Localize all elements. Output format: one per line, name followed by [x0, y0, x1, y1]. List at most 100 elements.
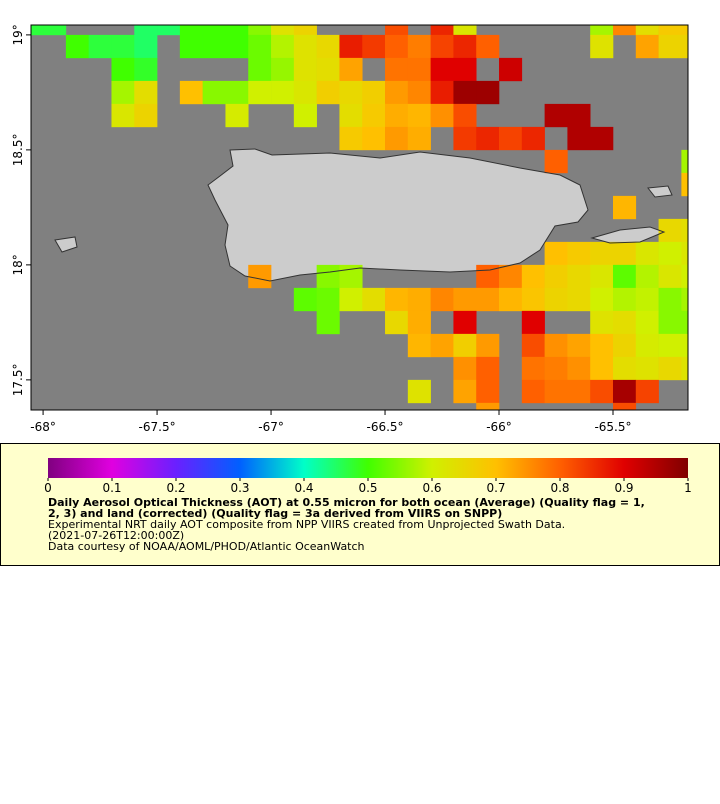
cell: [635, 310, 659, 335]
cell: [590, 264, 614, 289]
cell: [248, 57, 272, 82]
cell: [544, 149, 568, 174]
cell: [385, 287, 409, 312]
cell: [521, 264, 545, 289]
cell: [111, 103, 135, 128]
cell: [134, 25, 158, 36]
cell: [316, 264, 340, 289]
cell: [612, 310, 637, 335]
map-frame: [30, 24, 689, 411]
cell: [293, 25, 317, 36]
cell: [590, 25, 614, 36]
cell: [590, 126, 614, 151]
cell: [544, 356, 568, 381]
cell: [521, 356, 545, 381]
cell: [407, 34, 431, 59]
cell: [225, 25, 249, 36]
cell: [339, 126, 363, 151]
cell: [339, 34, 363, 59]
cell: [430, 80, 454, 105]
y-tick-label: 17.5°: [11, 364, 25, 397]
cell: [612, 25, 637, 36]
cell: [31, 25, 44, 36]
cell: [248, 25, 272, 36]
cell: [316, 34, 340, 59]
cell: [339, 264, 363, 289]
cell: [339, 103, 363, 128]
cell: [271, 57, 295, 82]
cell: [681, 333, 688, 358]
cell: [385, 57, 409, 82]
cell: [179, 80, 203, 105]
colorbar-tick-label: 0.6: [422, 481, 441, 495]
cell: [316, 57, 340, 82]
cell: [339, 57, 363, 82]
cell: [635, 264, 659, 289]
cell: [430, 103, 454, 128]
cell: [134, 57, 158, 82]
cell: [567, 379, 591, 404]
cell: [590, 356, 614, 381]
cell: [362, 287, 386, 312]
cell: [544, 241, 568, 266]
cell: [407, 379, 431, 404]
cell: [681, 34, 688, 59]
cell: [134, 34, 158, 59]
cell: [430, 25, 454, 36]
y-tick-label: 19°: [11, 24, 25, 45]
cell: [453, 34, 477, 59]
cell: [248, 34, 272, 59]
cell: [453, 333, 477, 358]
legend-title: 2, 3) and land (corrected) (Quality flag…: [48, 507, 502, 520]
cell: [567, 356, 591, 381]
cell: [612, 287, 637, 312]
cell: [407, 310, 431, 335]
cell: [453, 57, 477, 82]
cell: [635, 356, 659, 381]
cell: [407, 80, 431, 105]
cell: [339, 287, 363, 312]
cell: [225, 80, 249, 105]
cell: [612, 379, 637, 404]
cell: [658, 287, 682, 312]
cell: [43, 25, 67, 36]
cell: [293, 80, 317, 105]
cell: [521, 379, 545, 404]
cell: [248, 80, 272, 105]
cell: [544, 379, 568, 404]
cell: [430, 34, 454, 59]
cell: [225, 103, 249, 128]
cell: [521, 126, 545, 151]
cell: [453, 25, 477, 36]
cell: [499, 126, 523, 151]
cell: [407, 126, 431, 151]
cell: [385, 34, 409, 59]
cell: [476, 34, 500, 59]
cell: [293, 287, 317, 312]
cell: [544, 287, 568, 312]
cell: [385, 80, 409, 105]
cell: [544, 103, 568, 128]
cell: [681, 172, 688, 197]
cell: [499, 264, 523, 289]
cell: [179, 34, 203, 59]
cell: [681, 287, 688, 312]
cell: [407, 287, 431, 312]
cell: [612, 402, 637, 410]
cell: [567, 264, 591, 289]
cell: [635, 379, 659, 404]
colorbar-tick-label: 0.7: [486, 481, 505, 495]
cell: [612, 333, 637, 358]
cell: [590, 333, 614, 358]
cell: [635, 287, 659, 312]
cell: [293, 57, 317, 82]
cell: [316, 310, 340, 335]
cell: [385, 25, 409, 36]
x-tick-label: -68°: [30, 420, 56, 434]
cell: [316, 287, 340, 312]
colorbar-tick-label: 0: [44, 481, 52, 495]
cell: [476, 402, 500, 410]
cell: [658, 218, 682, 243]
cell: [590, 287, 614, 312]
